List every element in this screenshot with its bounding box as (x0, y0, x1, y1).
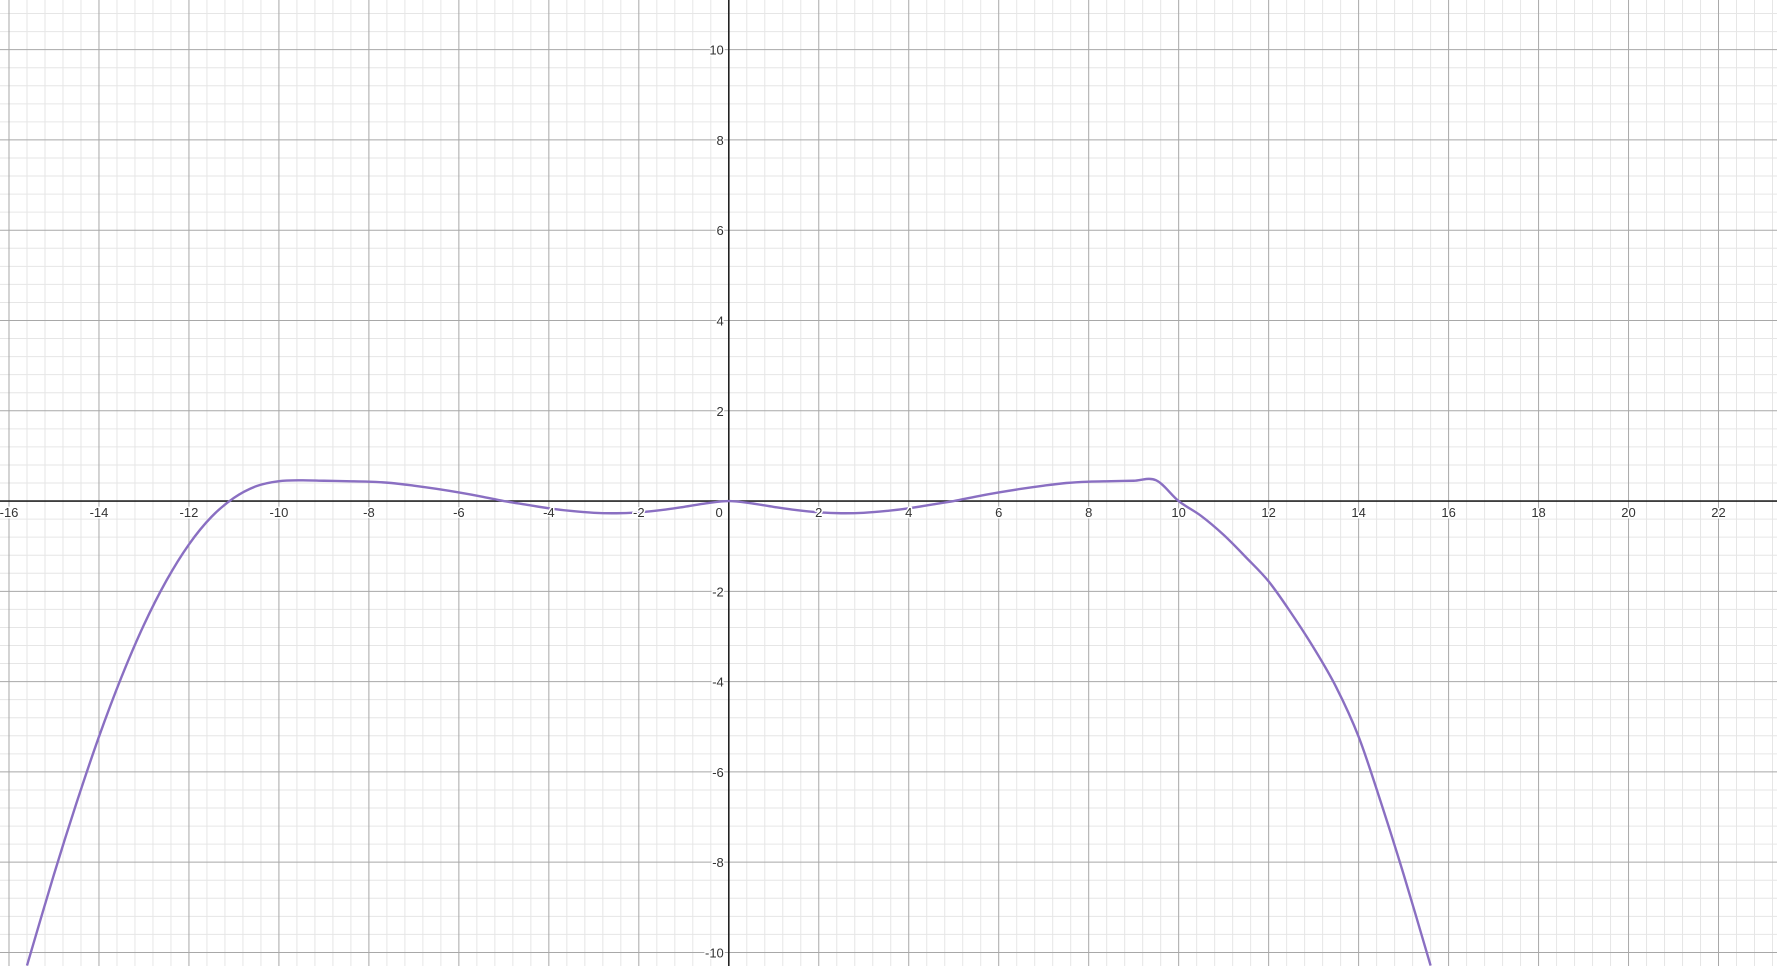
x-tick-label: 14 (1351, 505, 1365, 520)
x-tick-label: 6 (995, 505, 1002, 520)
x-tick-label: 8 (1085, 505, 1092, 520)
y-tick-label: -8 (712, 855, 724, 870)
y-tick-label: 10 (709, 43, 723, 58)
y-tick-label: -10 (705, 945, 724, 960)
x-tick-label: -14 (90, 505, 109, 520)
x-tick-label: -12 (180, 505, 199, 520)
y-tick-label: 8 (717, 133, 724, 148)
x-tick-label: 16 (1441, 505, 1455, 520)
x-tick-label: -2 (633, 505, 645, 520)
x-tick-label: 0 (716, 505, 723, 520)
x-tick-label: 12 (1261, 505, 1275, 520)
y-tick-label: -2 (712, 584, 724, 599)
x-tick-label: 10 (1171, 505, 1185, 520)
y-tick-labels: 10 8 6 4 2 -2 -4 -6 -8 -10 (703, 41, 725, 962)
x-tick-label: 4 (905, 505, 912, 520)
y-tick-label: -4 (712, 675, 724, 690)
x-tick-label: -6 (453, 505, 465, 520)
x-tick-label: 2 (815, 505, 822, 520)
curves (25, 477, 1432, 966)
function-curve-0[interactable] (25, 477, 1432, 966)
x-tick-label: 20 (1621, 505, 1635, 520)
x-tick-label: -10 (270, 505, 289, 520)
x-tick-label: -8 (363, 505, 375, 520)
x-tick-label: -4 (543, 505, 555, 520)
y-tick-label: 4 (717, 313, 724, 328)
x-tick-label: 18 (1531, 505, 1545, 520)
x-tick-label: -16 (0, 505, 18, 520)
x-tick-label: 22 (1711, 505, 1725, 520)
x-tick-labels: -16 -14 -12 -10 -8 -6 -4 -2 0 2 4 6 8 10 12 14 16 18 20 22 (0, 504, 1727, 522)
y-tick-label: -6 (712, 765, 724, 780)
y-tick-label: 6 (717, 223, 724, 238)
y-tick-label: 2 (717, 404, 724, 419)
